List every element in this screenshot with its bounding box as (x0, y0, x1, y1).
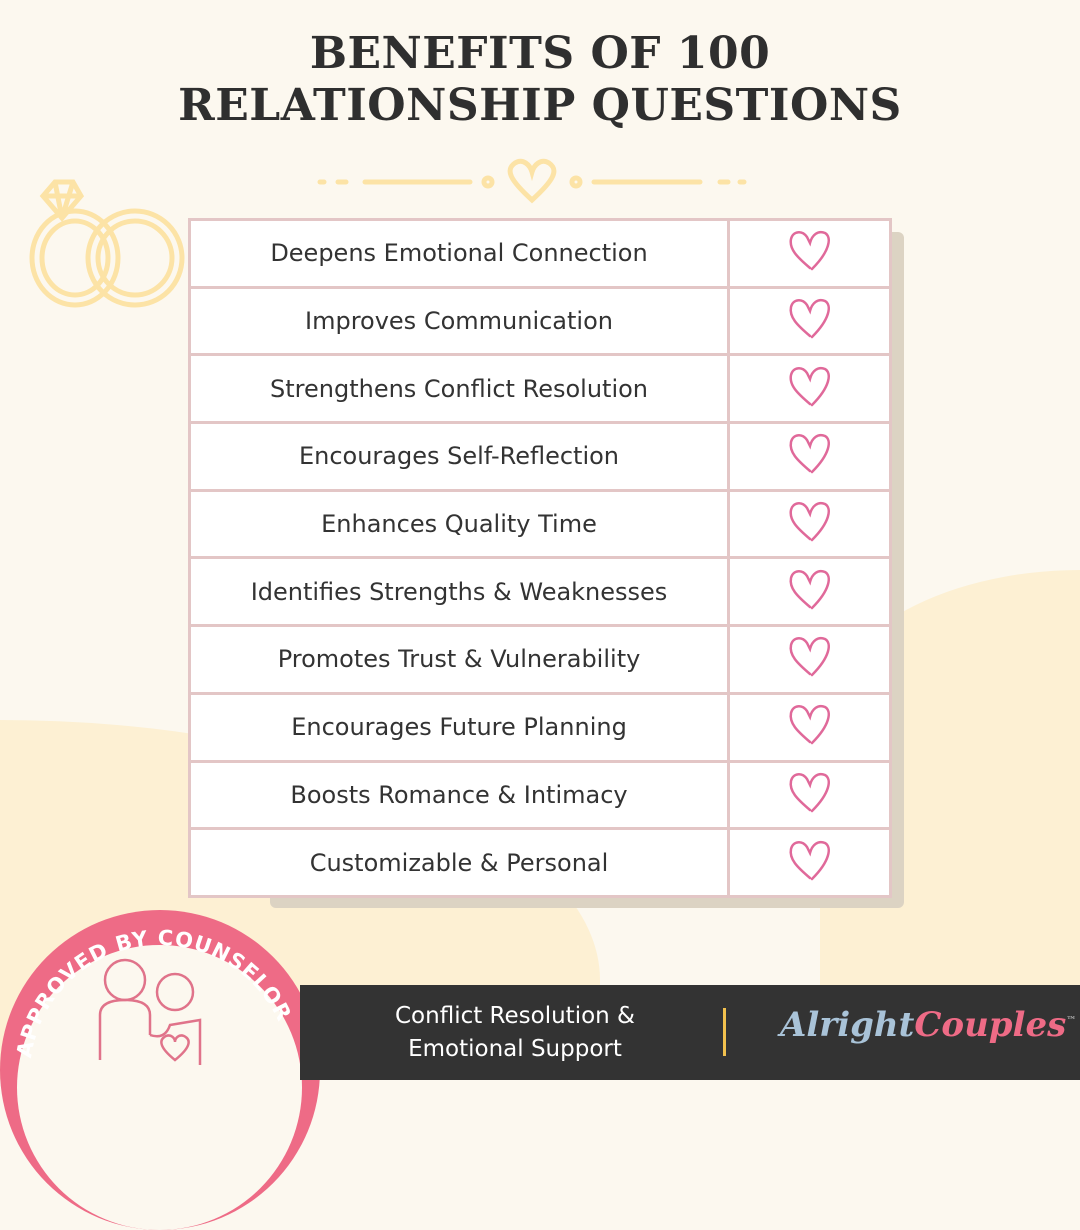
heart-cell (727, 488, 892, 560)
benefit-label: Enhances Quality Time (188, 488, 730, 560)
benefit-label: Customizable & Personal (188, 827, 730, 898)
logo-tm: ™ (1066, 1015, 1077, 1027)
wedding-rings-icon (29, 179, 185, 308)
table-row: Improves Communication (188, 285, 892, 357)
heart-cell (727, 353, 892, 425)
benefit-label: Improves Communication (188, 285, 730, 357)
counselor-badge-graphic: APPROVED BY COUNSELOR (12, 926, 296, 1065)
heart-cell (727, 556, 892, 628)
footer-bar (300, 985, 1080, 1080)
table-row: Enhances Quality Time (188, 488, 892, 560)
benefit-label: Boosts Romance & Intimacy (188, 759, 730, 831)
table-row: Promotes Trust & Vulnerability (188, 624, 892, 695)
heart-cell (727, 218, 892, 289)
heart-cell (727, 691, 892, 763)
heart-cell (727, 285, 892, 357)
heart-icon (788, 772, 830, 813)
footer-tagline: Conflict Resolution & Emotional Support (355, 1000, 675, 1066)
table-row: Strengthens Conflict Resolution (188, 353, 892, 425)
benefits-table: Deepens Emotional Connection Improves Com… (188, 218, 892, 898)
table-row: Encourages Future Planning (188, 691, 892, 763)
heart-icon (788, 298, 830, 339)
heart-icon (788, 840, 830, 880)
benefit-label: Encourages Self-Reflection (188, 421, 730, 492)
heart-cell (727, 759, 892, 831)
title-line-2: RELATIONSHIP QUESTIONS (178, 80, 902, 131)
benefit-label: Deepens Emotional Connection (188, 218, 730, 289)
heart-divider-icon (317, 158, 747, 204)
benefit-label: Identifies Strengths & Weaknesses (188, 556, 730, 628)
footer-tagline-line-2: Emotional Support (408, 1036, 622, 1062)
heart-icon (788, 366, 830, 406)
brand-logo: AlrightCouples™ (780, 1005, 1076, 1045)
footer-separator (723, 1008, 726, 1056)
footer-tagline-line-1: Conflict Resolution & (395, 1003, 635, 1029)
page-title: BENEFITS OF 100 RELATIONSHIP QUESTIONS (0, 28, 1080, 132)
heart-icon (788, 637, 830, 677)
heart-icon (788, 705, 830, 745)
heart-icon (788, 569, 830, 610)
benefit-label: Strengthens Conflict Resolution (188, 353, 730, 425)
heart-cell (727, 624, 892, 695)
badge-text: APPROVED BY COUNSELOR (12, 926, 295, 1060)
heart-icon (788, 434, 830, 474)
table-row: Boosts Romance & Intimacy (188, 759, 892, 831)
title-line-1: BENEFITS OF 100 (309, 28, 771, 79)
benefit-label: Encourages Future Planning (188, 691, 730, 763)
svg-text:APPROVED BY COUNSELOR: APPROVED BY COUNSELOR (12, 926, 296, 1060)
counselor-couple-icon (98, 958, 202, 1065)
heart-cell (727, 827, 892, 898)
benefit-label: Promotes Trust & Vulnerability (188, 624, 730, 695)
logo-part-1: Alright (780, 1005, 915, 1045)
heart-cell (727, 421, 892, 492)
heart-icon (788, 502, 830, 542)
heart-icon (788, 231, 830, 271)
table-row: Deepens Emotional Connection (188, 218, 892, 289)
table-row: Identifies Strengths & Weaknesses (188, 556, 892, 628)
table-row: Customizable & Personal (188, 827, 892, 898)
logo-part-2: Couples (914, 1005, 1067, 1045)
table-row: Encourages Self-Reflection (188, 421, 892, 492)
